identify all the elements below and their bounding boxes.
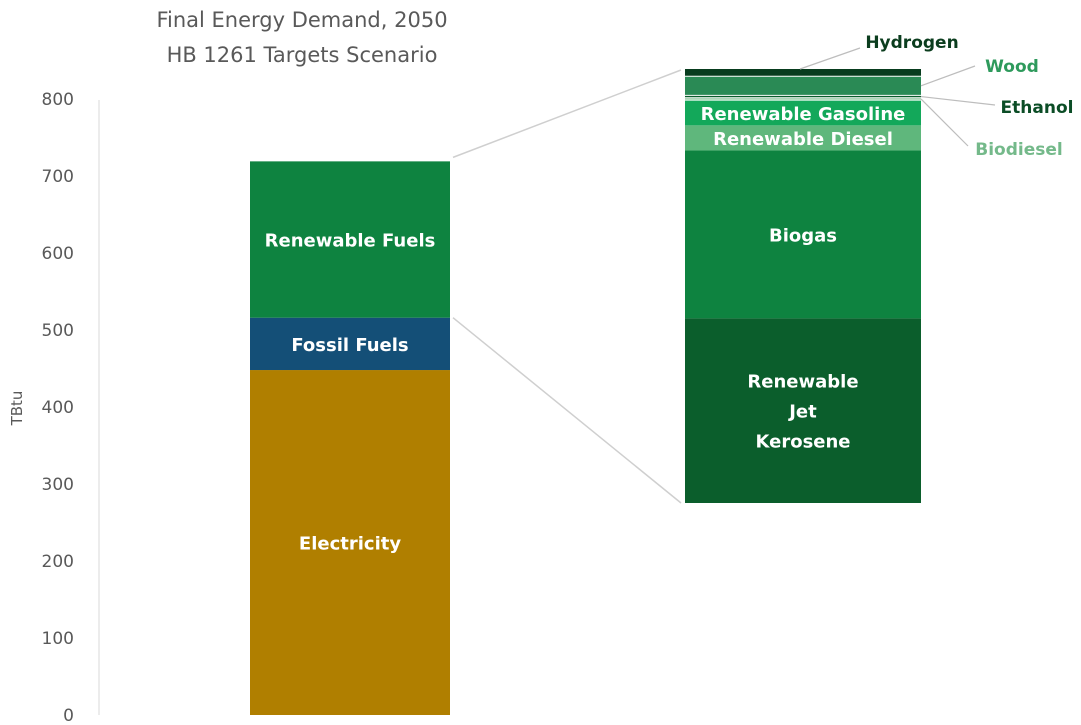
callout-leader-hydrogen — [799, 47, 861, 70]
breakdown-segment-renewable-diesel — [685, 125, 921, 151]
breakdown-label-renewable-diesel: Renewable Diesel — [713, 129, 893, 150]
bar-segment-electricity — [250, 370, 450, 715]
callout-label-biodiesel: Biodiesel — [975, 140, 1062, 160]
connector-top — [452, 69, 682, 159]
callout-leader-biodiesel — [920, 98, 969, 147]
breakdown-label-renewable-jet-kerosene: Renewable Jet Kerosene — [747, 372, 858, 453]
bar-segment-renewable-fuels — [250, 161, 450, 318]
y-tick-label: 200 — [42, 552, 74, 572]
segment-label-renewable-fuels: Renewable Fuels — [265, 231, 436, 252]
breakdown-segment-wood — [685, 76, 921, 96]
breakdown-callout-labels: Biodiesel Ethanol Wood Hydrogen — [799, 33, 1074, 160]
breakdown-label-biogas: Biogas — [769, 225, 837, 246]
zoom-connector-lines — [452, 69, 682, 504]
breakdown-segment-hydrogen — [685, 69, 921, 77]
y-tick-label: 500 — [42, 321, 74, 341]
callout-leader-wood — [920, 65, 976, 87]
main-stacked-bar: Electricity Fossil Fuels Renewable Fuels — [250, 161, 450, 715]
chart-title-line-1: Final Energy Demand, 2050 — [156, 8, 447, 32]
y-axis-title: TBtu — [8, 391, 26, 427]
y-tick-label: 700 — [42, 167, 74, 187]
segment-label-fossil-fuels: Fossil Fuels — [291, 335, 408, 356]
breakdown-label-renewable-gasoline: Renewable Gasoline — [701, 104, 906, 125]
breakdown-segment-biogas — [685, 150, 921, 319]
breakdown-segment-renewable-gasoline — [685, 100, 921, 126]
chart-title-line-2: HB 1261 Targets Scenario — [167, 43, 438, 67]
callout-leader-ethanol — [920, 95, 996, 106]
y-tick-label: 600 — [42, 244, 74, 264]
breakdown-segment-renewable-jet-kerosene — [685, 318, 921, 503]
breakdown-segment-biodiesel — [685, 97, 921, 101]
y-tick-label: 800 — [42, 90, 74, 110]
segment-label-electricity: Electricity — [299, 534, 401, 555]
bar-segment-fossil-fuels — [250, 317, 450, 371]
renewable-fuels-breakdown-bar: Renewable Jet Kerosene Biogas Renewable Dies… — [685, 69, 921, 503]
y-tick-label: 100 — [42, 629, 74, 649]
callout-label-wood: Wood — [985, 57, 1039, 77]
callout-label-ethanol: Ethanol — [1001, 98, 1074, 118]
y-tick-label: 0 — [63, 706, 74, 725]
y-tick-label: 400 — [42, 398, 74, 418]
connector-bottom — [452, 317, 682, 504]
y-tick-label: 300 — [42, 475, 74, 495]
callout-label-hydrogen: Hydrogen — [865, 33, 958, 53]
y-axis-ticks: 0 100 200 300 400 500 600 700 800 — [42, 90, 74, 725]
breakdown-segment-ethanol — [685, 95, 921, 98]
